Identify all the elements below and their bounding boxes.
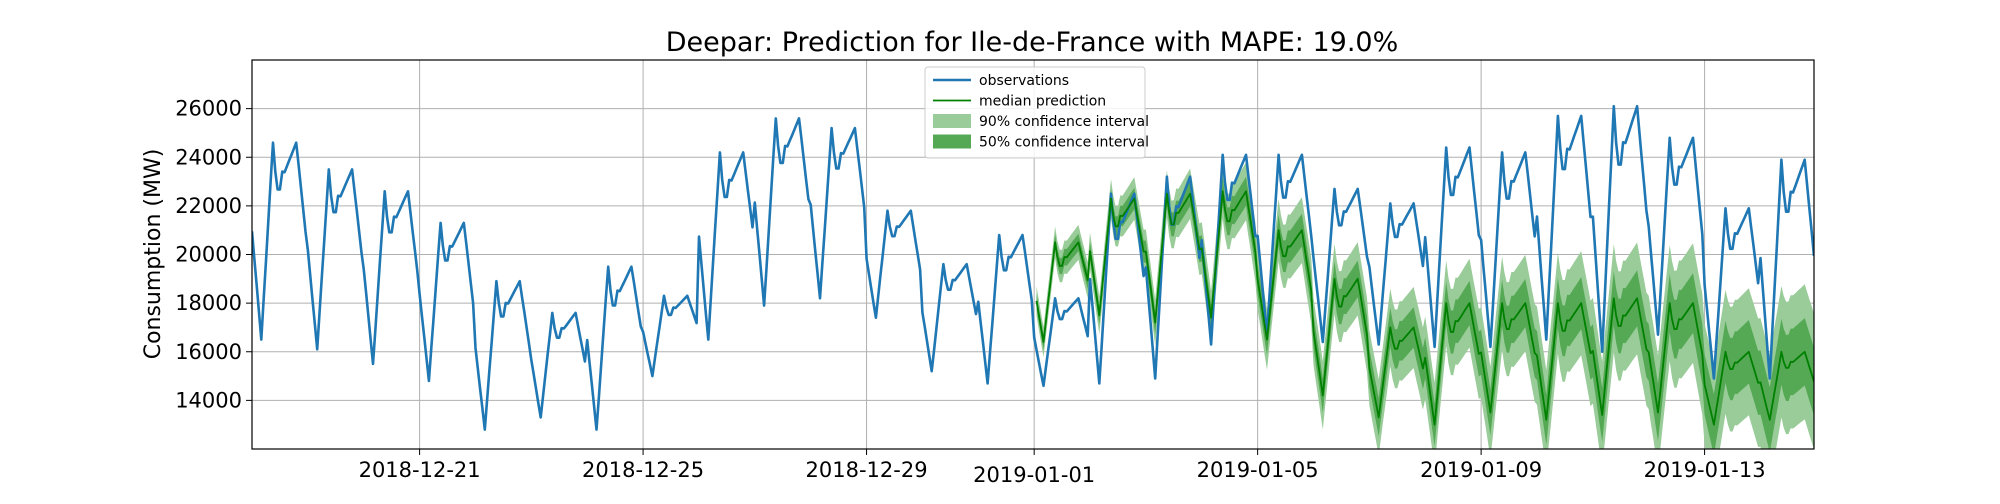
legend: observations median prediction 90% confide…	[924, 66, 1149, 159]
x-tick-label: 2019-01-09	[1420, 458, 1542, 482]
legend-label: observations	[979, 73, 1069, 89]
y-tick-label: 18000	[175, 291, 242, 315]
legend-swatch	[933, 114, 971, 128]
y-tick-label: 24000	[175, 145, 242, 169]
legend-box	[924, 66, 1146, 159]
legend-swatch	[933, 134, 971, 149]
observations-line	[252, 104, 1814, 431]
legend-label: 90% confidence interval	[979, 114, 1149, 130]
y-tick-label: 26000	[175, 97, 242, 121]
legend-label: median prediction	[979, 94, 1106, 110]
confidence-band	[1036, 176, 1814, 449]
x-tick-label: 2019-01-01	[973, 463, 1095, 487]
x-tick-label: 2018-12-21	[359, 458, 481, 482]
y-tick-label: 16000	[175, 340, 242, 364]
median-prediction-line	[1035, 190, 1814, 426]
x-tick-label: 2019-01-05	[1197, 458, 1319, 482]
x-tick-label: 2018-12-29	[806, 458, 928, 482]
x-tick-label: 2019-01-13	[1644, 458, 1766, 482]
axes: 14000 16000 18000 20000 22000 24000 26000 2018-…	[175, 97, 1765, 487]
y-tick-label: 20000	[175, 243, 242, 267]
confidence-band	[1036, 162, 1814, 449]
y-axis-label: Consumption (MW)	[141, 149, 166, 360]
legend-label: 50% confidence interval	[979, 135, 1149, 151]
chart-title: Deepar: Prediction for Ile-de-France wit…	[666, 27, 1399, 58]
y-tick-label: 14000	[175, 388, 242, 412]
plot-area	[252, 104, 1814, 449]
y-tick-label: 22000	[175, 194, 242, 218]
x-tick-label: 2018-12-25	[582, 458, 704, 482]
